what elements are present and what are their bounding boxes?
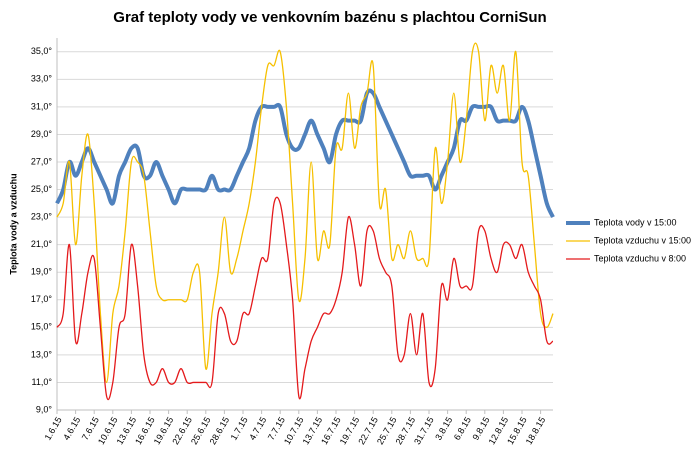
y-tick-label: 29,0° [31,129,53,139]
x-tick-label: 4.6.15 [61,415,82,442]
x-tick-label: 3.8.15 [433,415,454,442]
y-tick-label: 13,0° [31,349,53,359]
x-tick-label: 1.6.15 [43,415,64,442]
y-tick-label: 31,0° [31,101,53,111]
chart-title: Graf teploty vody ve venkovním bazénu s … [113,9,546,26]
y-tick-label: 21,0° [31,239,53,249]
y-tick-label: 17,0° [31,294,53,304]
series-line [56,42,554,384]
legend-label: Teplota vzduchu v 8:00 [594,253,686,263]
y-tick-label: 23,0° [31,211,53,221]
series-line [56,196,554,401]
y-tick-label: 15,0° [31,322,53,332]
y-axis-label: Teplota vody a vzduchu [8,173,18,274]
y-tick-label: 11,0° [32,377,53,387]
series-line [55,88,555,218]
y-tick-label: 19,0° [31,267,53,277]
y-tick-label: 35,0° [31,46,53,56]
legend-label: Teplota vzduchu v 15:00 [594,235,691,245]
y-tick-label: 27,0° [31,156,53,166]
y-tick-label: 9,0° [36,404,53,414]
x-tick-label: 4.7.15 [247,415,268,442]
x-tick-label: 6.8.15 [452,415,473,442]
x-tick-label: 1.7.15 [229,415,250,442]
legend-label: Teplota vody v 15:00 [594,217,677,227]
y-tick-label: 25,0° [31,184,53,194]
y-tick-label: 33,0° [31,74,53,84]
